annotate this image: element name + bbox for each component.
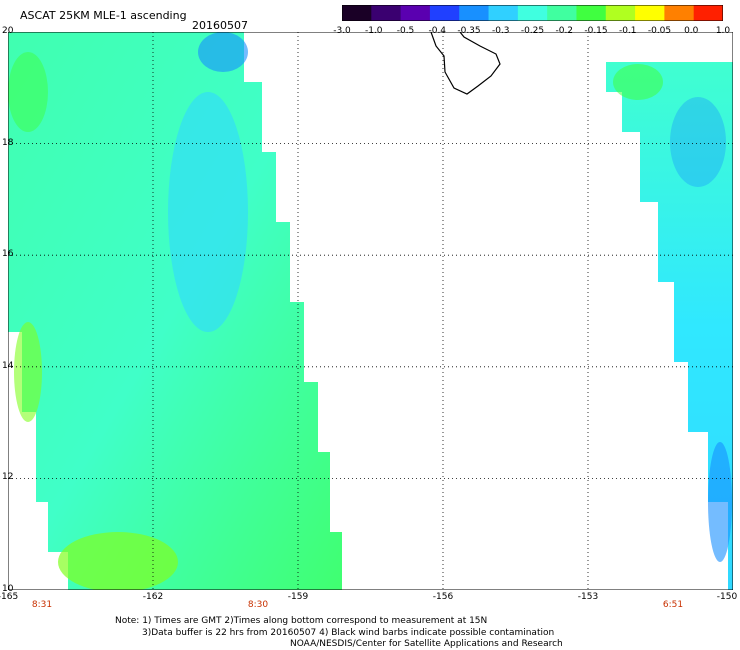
left-swath-blue-top — [198, 32, 248, 72]
colorbar-swatch — [517, 5, 548, 21]
colorbar-swatch — [400, 5, 431, 21]
longitude-label: -156 — [432, 592, 454, 602]
latitude-label: 12 — [2, 472, 14, 483]
longitude-label: -159 — [287, 592, 309, 602]
left-swath-green-bottom — [58, 532, 178, 590]
colorbar-swatch — [547, 5, 577, 21]
footer-note-1: Note: 1) Times are GMT 2)Times along bot… — [115, 616, 488, 626]
colorbar-label: -0.1 — [618, 26, 637, 36]
colorbar-swatch — [576, 5, 607, 21]
longitude-label: -165 — [0, 592, 19, 602]
colorbar-label: -0.15 — [584, 26, 608, 36]
left-swath-green-edge — [14, 322, 42, 422]
latitude-label: 18 — [2, 137, 14, 148]
longitude-label: -153 — [577, 592, 599, 602]
colorbar-swatch — [693, 5, 723, 21]
colorbar-swatch — [488, 5, 519, 21]
left-swath — [8, 32, 342, 590]
latitude-label: 20 — [2, 26, 14, 36]
footer-note-3: NOAA/NESDIS/Center for Satellite Applica… — [290, 639, 563, 649]
colorbar — [342, 5, 723, 21]
map-plot — [8, 32, 733, 590]
map-title: ASCAT 25KM MLE-1 ascending — [20, 9, 187, 22]
colorbar-label: -0.05 — [647, 26, 672, 36]
colorbar-label: -3.0 — [333, 26, 351, 36]
colorbar-label: -0.35 — [457, 26, 481, 36]
right-swath-green-top — [613, 64, 663, 100]
colorbar-label: 1.0 — [715, 26, 731, 36]
left-swath-green-top — [8, 52, 48, 132]
colorbar-swatch — [371, 5, 402, 21]
map-grid — [8, 32, 733, 590]
right-swath — [606, 62, 733, 590]
latitude-label: 10 — [2, 584, 14, 594]
time-label: 8:31 — [31, 600, 53, 610]
colorbar-swatch — [342, 5, 372, 21]
colorbar-label: -0.4 — [428, 26, 447, 36]
colorbar-label: -0.3 — [491, 26, 510, 36]
longitude-label: -162 — [142, 592, 164, 602]
latitude-label: 14 — [2, 360, 14, 371]
colorbar-label: -0.25 — [520, 26, 545, 36]
colorbar-swatch — [605, 5, 636, 21]
colorbar-label: -0.2 — [555, 26, 574, 36]
time-label: 8:30 — [247, 600, 269, 610]
colorbar-label: 0.0 — [684, 26, 699, 36]
right-swath-blue-bottom — [708, 442, 732, 562]
colorbar-label: -1.0 — [364, 26, 383, 36]
right-swath-blue — [670, 97, 726, 187]
colorbar-swatch — [635, 5, 665, 21]
left-swath-blue-band — [168, 92, 248, 332]
big-island-coastline — [430, 32, 501, 95]
longitude-label: -150 — [716, 592, 738, 602]
footer-note-2: 3)Data buffer is 22 hrs from 20160507 4)… — [142, 628, 555, 638]
latitude-label: 16 — [2, 249, 14, 260]
colorbar-swatch — [664, 5, 695, 21]
colorbar-label: -0.5 — [396, 26, 415, 36]
map-date: 20160507 — [192, 19, 248, 32]
colorbar-swatch — [459, 5, 490, 21]
time-label: 6:51 — [662, 600, 684, 610]
colorbar-swatch — [429, 5, 460, 21]
